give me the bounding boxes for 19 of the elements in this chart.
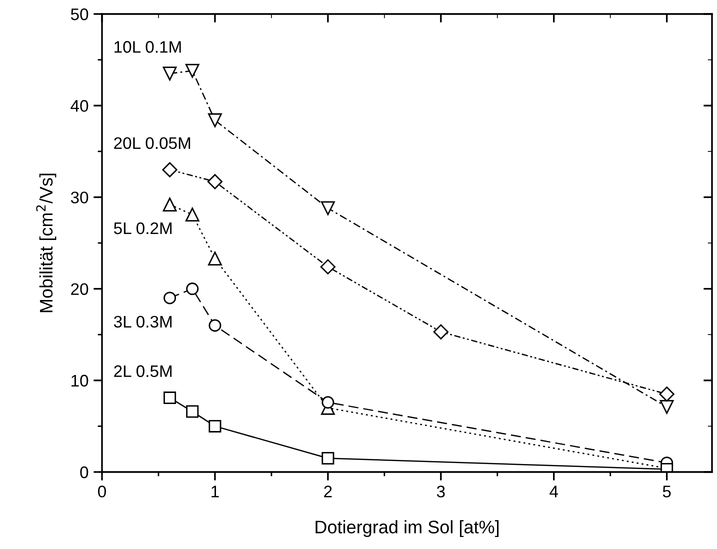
x-tick-label: 3 (436, 486, 445, 498)
x-axis-title: Dotiergrad im Sol [at%] (316, 520, 499, 538)
x-tick-label: 2 (324, 486, 332, 498)
series-label: 2L 0.5M (114, 365, 172, 378)
series-label: 5L 0.2M (114, 222, 172, 234)
series-label: 3L 0.3M (114, 316, 172, 328)
x-tick-label: 0 (98, 486, 106, 498)
y-tick-label: 10 (72, 374, 88, 387)
y-axis-title: Mobilität [cm$^{2}$/Vs] (36, 174, 56, 312)
y-tick-label: 0 (80, 466, 88, 478)
series-label: 20L 0.05M (114, 137, 190, 150)
x-tick-label: 5 (662, 486, 671, 498)
series-label: 10L 0.1M (114, 41, 181, 53)
y-tick-label: 50 (70, 8, 88, 20)
y-tick-label: 30 (70, 192, 88, 204)
x-tick-label: 4 (550, 486, 558, 498)
x-tick-label: 1 (212, 486, 219, 498)
y-tick-label: 20 (71, 283, 88, 296)
y-tick-label: 40 (70, 100, 88, 112)
